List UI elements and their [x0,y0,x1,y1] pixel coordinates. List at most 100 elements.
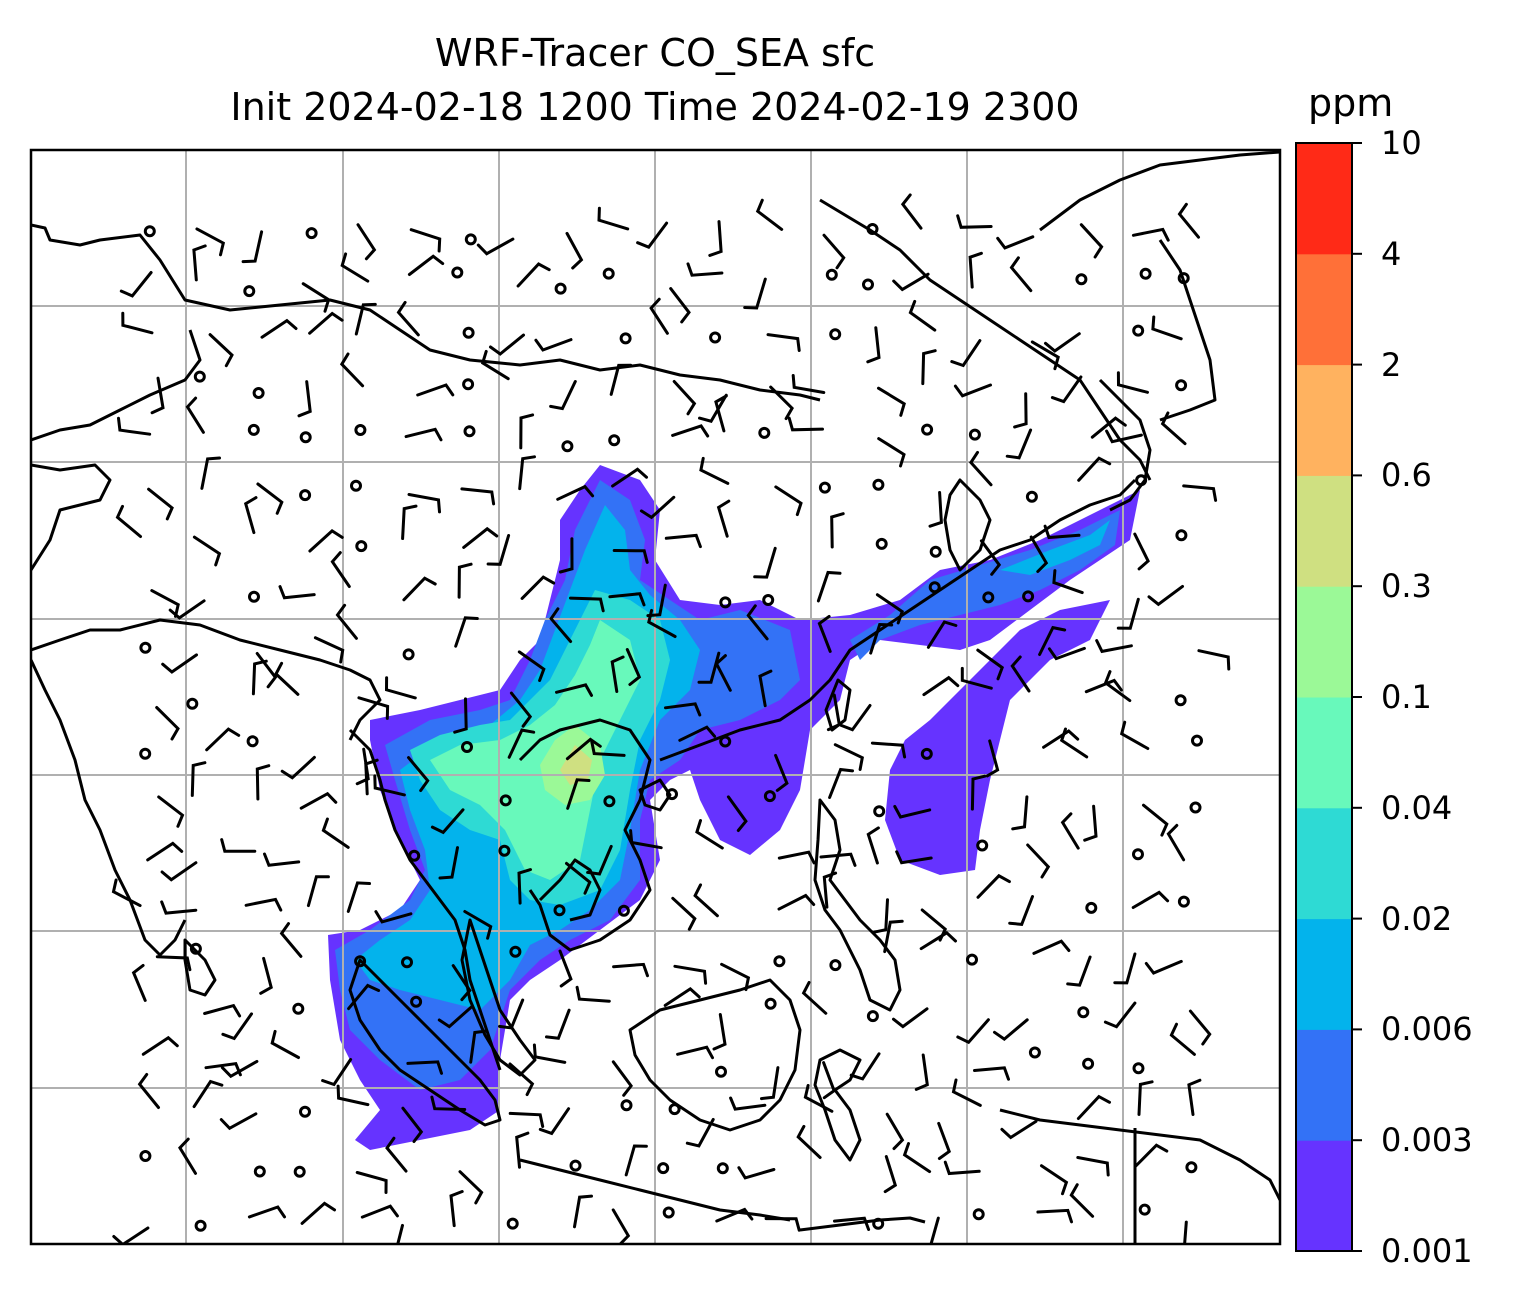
wind-barb [430,808,465,835]
wind-barb [1052,569,1084,595]
wind-barb [1113,952,1137,985]
wind-barb [791,374,826,394]
wind-barb [729,1096,767,1111]
calm-wind-circle [1022,590,1035,603]
wind-barb [346,881,371,913]
wind-barb [297,380,312,418]
calm-wind-circle [410,995,423,1008]
colorbar-tick-label: 0.006 [1381,1010,1473,1049]
wind-barb [515,1131,530,1169]
wind-barb [1047,646,1086,661]
calm-wind-circle [873,805,886,818]
wind-barb [826,693,841,732]
map-frame [29,148,1282,1246]
calm-wind-circle [866,1010,879,1023]
wind-barb [356,223,377,261]
wind-barb [993,1018,1029,1041]
wind-barb [251,659,268,696]
colorbar-band [1296,1029,1352,1141]
wind-barb [247,1205,286,1219]
calm-wind-circle [602,267,615,280]
calm-wind-circle [716,1162,729,1175]
wind-barb [112,1226,150,1244]
wind-barb [608,592,646,607]
wind-barb [220,838,257,853]
wind-barb [469,1029,489,1064]
wind-barb [629,829,663,850]
wind-barb [777,850,816,865]
colorbar-tick-label: 0.3 [1381,567,1432,606]
wind-barb [509,691,533,728]
colorbar-band [1296,807,1352,920]
wind-barb [401,504,418,540]
wind-barb [1010,655,1031,693]
wind-barb [892,1007,929,1029]
colorbar-tick-label: 0.1 [1381,678,1432,716]
wind-barb [1151,315,1183,341]
calm-wind-circle [1175,379,1188,392]
calm-wind-circle [506,1217,519,1230]
wind-barb [1133,532,1150,571]
wind-barb [1008,895,1034,927]
wind-barb [586,844,613,876]
wind-barb [676,1045,714,1060]
wind-barb [612,549,649,564]
wind-barb [766,333,801,352]
wind-barb [973,1066,1010,1081]
wind-barb [518,455,536,491]
wind-barb [714,394,728,433]
wind-barb [195,227,226,257]
calm-wind-circle [499,794,512,807]
calm-wind-circle [928,581,941,594]
wind-barb [463,910,493,940]
wind-barb [220,1059,259,1079]
wind-barb [1083,804,1098,842]
wind-barb [870,741,907,759]
wind-barb [956,214,993,229]
wind-barb [407,254,445,276]
wind-barb [753,546,777,579]
calm-wind-circle [920,747,933,760]
calm-wind-circle [603,795,616,808]
wind-barb [1069,1183,1095,1218]
wind-barb [1038,625,1067,656]
wind-barb [185,396,205,434]
wind-barb [956,1018,990,1045]
wind-barb [335,603,358,640]
wind-barb [816,570,842,603]
wind-barb [1013,392,1028,429]
wind-barb [549,380,577,411]
wind-barb [1066,955,1092,987]
wind-barb [830,512,845,549]
colorbar-tick-label: 0.04 [1381,788,1453,827]
calm-wind-circle [921,423,934,436]
calm-wind-circle [1189,801,1202,814]
wind-barb [355,1171,388,1194]
calm-wind-circle [354,424,367,436]
calm-wind-circle [186,697,199,710]
wind-barb [150,589,180,618]
wind-barb [649,297,669,335]
colorbar-tick-label: 2 [1381,345,1402,384]
wind-barb [205,727,241,752]
wind-barb [1131,227,1170,242]
wind-barb [160,861,198,882]
wind-barb [892,272,930,292]
wind-barb [354,302,377,336]
wind-barb [951,1078,982,1107]
calm-wind-circle [818,481,831,494]
calm-wind-circle [1177,895,1190,908]
wind-barb [960,666,993,690]
wind-barb [796,1124,822,1159]
wind-barb [597,206,630,231]
wind-barb [396,1223,404,1244]
calm-wind-circle [463,425,476,438]
calm-wind-circle [619,332,632,345]
wind-barb [985,739,1000,778]
wind-barb [869,622,894,655]
wind-barb [1042,729,1080,749]
calm-wind-circle [243,285,256,298]
calm-wind-circle [875,537,888,550]
wind-barb [822,871,838,909]
wind-barb [1029,535,1049,573]
